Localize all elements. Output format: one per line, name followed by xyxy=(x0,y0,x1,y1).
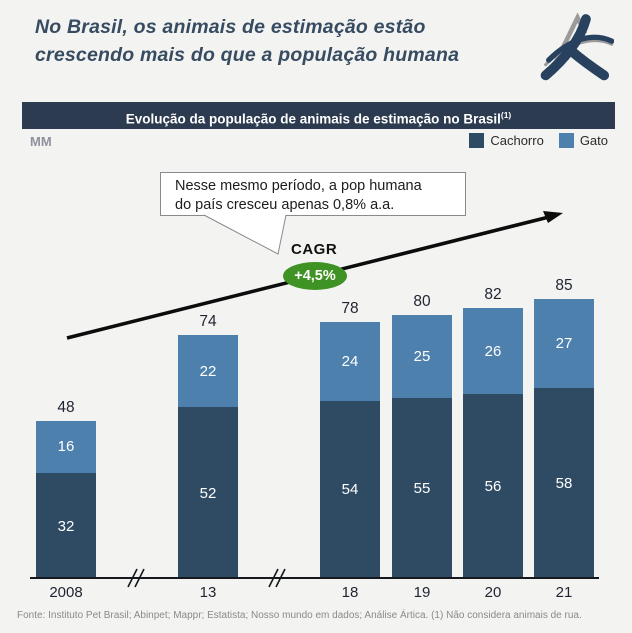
legend-item-cachorro: Cachorro xyxy=(469,133,544,148)
bar-20: 26 56 xyxy=(463,308,523,579)
total-label-21: 85 xyxy=(555,276,573,294)
x-tick-label-18: 18 xyxy=(341,584,359,601)
source-footnote: Fonte: Instituto Pet Brasil; Abinpet; Ma… xyxy=(17,610,582,621)
legend-swatch-cachorro xyxy=(469,133,485,148)
callout-tail xyxy=(203,214,287,255)
x-tick-label-2008: 2008 xyxy=(49,584,83,601)
bar-segment-gato-18: 24 xyxy=(320,321,380,401)
total-label-13: 74 xyxy=(199,312,217,330)
bar-segment-gato-21: 27 xyxy=(534,298,594,388)
bar-segment-cachorro-18: 54 xyxy=(320,400,380,579)
x-tick-label-19: 19 xyxy=(413,584,431,601)
legend-item-gato: Gato xyxy=(558,133,608,148)
unit-label: MM xyxy=(30,134,52,149)
page-title-line2: crescendo mais do que a população humana xyxy=(35,43,460,66)
x-axis-line xyxy=(30,577,599,579)
callout-line1: Nesse mesmo período, a pop humana xyxy=(175,178,422,194)
chart-banner-title: Evolução da população de animais de esti… xyxy=(22,102,615,129)
artica-logo-icon xyxy=(540,12,614,81)
total-label-20: 82 xyxy=(484,286,502,304)
legend-label-gato: Gato xyxy=(579,133,608,148)
cagr-label: CAGR xyxy=(291,241,338,258)
bar-segment-cachorro-21: 58 xyxy=(534,387,594,579)
bar-segment-gato-20: 26 xyxy=(463,308,523,395)
legend-swatch-gato xyxy=(558,133,574,148)
bar-segment-cachorro-13: 52 xyxy=(178,407,238,579)
x-tick-label-21: 21 xyxy=(555,584,573,601)
total-label-19: 80 xyxy=(413,293,431,310)
x-tick-label-13: 13 xyxy=(199,584,217,601)
bar-segment-gato-19: 25 xyxy=(392,315,452,398)
callout-line2: do país cresceu apenas 0,8% a.a. xyxy=(175,197,395,214)
legend: Cachorro Gato xyxy=(461,133,608,148)
bar-segment-gato-2008: 16 xyxy=(36,420,96,474)
bar-21: 27 58 xyxy=(534,298,594,580)
bar-segment-cachorro-2008: 32 xyxy=(36,473,96,579)
bar-segment-gato-13: 22 xyxy=(178,334,238,408)
page-title-line1: No Brasil, os animais de estimação estão xyxy=(35,16,426,38)
banner-footnote-marker: (1) xyxy=(500,110,512,120)
callout-box: Nesse mesmo período, a pop humana do paí… xyxy=(160,172,466,216)
total-label-2008: 48 xyxy=(57,398,75,416)
total-label-18: 78 xyxy=(341,299,359,317)
bar-2008: 16 32 xyxy=(36,420,96,579)
page-title: No Brasil, os animais de estimação estão… xyxy=(35,14,535,69)
bar-18: 24 54 xyxy=(320,321,380,579)
legend-label-cachorro: Cachorro xyxy=(490,133,544,148)
chart-banner-text: Evolução da população de animais de esti… xyxy=(125,111,501,127)
bar-segment-cachorro-20: 56 xyxy=(463,394,523,579)
bar-segment-cachorro-19: 55 xyxy=(392,397,452,579)
x-tick-label-20: 20 xyxy=(484,584,502,601)
cagr-badge: +4,5% xyxy=(283,262,347,290)
bar-13: 22 52 xyxy=(178,334,238,579)
bar-19: 25 55 xyxy=(392,315,452,579)
